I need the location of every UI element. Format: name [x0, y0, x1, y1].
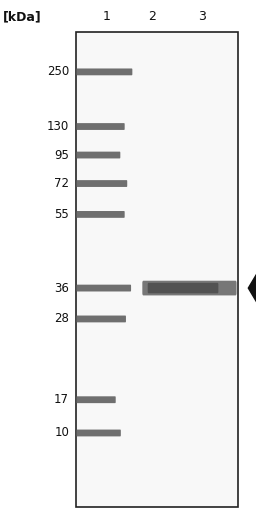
FancyBboxPatch shape: [76, 68, 132, 75]
FancyBboxPatch shape: [76, 316, 126, 322]
FancyBboxPatch shape: [76, 285, 131, 291]
FancyBboxPatch shape: [76, 152, 120, 159]
Text: 95: 95: [54, 149, 69, 162]
Polygon shape: [248, 274, 256, 302]
Text: 36: 36: [54, 281, 69, 295]
Text: 17: 17: [54, 393, 69, 406]
Text: 1: 1: [102, 10, 110, 23]
Text: 250: 250: [47, 66, 69, 78]
FancyBboxPatch shape: [76, 211, 125, 218]
FancyBboxPatch shape: [76, 429, 121, 436]
Text: 3: 3: [198, 10, 206, 23]
FancyBboxPatch shape: [142, 281, 237, 296]
FancyBboxPatch shape: [76, 123, 125, 130]
FancyBboxPatch shape: [76, 180, 127, 187]
Text: 10: 10: [54, 426, 69, 439]
FancyBboxPatch shape: [76, 396, 116, 403]
FancyBboxPatch shape: [148, 283, 218, 293]
Text: 2: 2: [148, 10, 156, 23]
Text: [kDa]: [kDa]: [2, 10, 41, 23]
Bar: [76, 32, 238, 507]
Text: 28: 28: [54, 312, 69, 326]
Text: 72: 72: [54, 177, 69, 190]
Text: 130: 130: [47, 120, 69, 133]
Text: 55: 55: [54, 208, 69, 221]
